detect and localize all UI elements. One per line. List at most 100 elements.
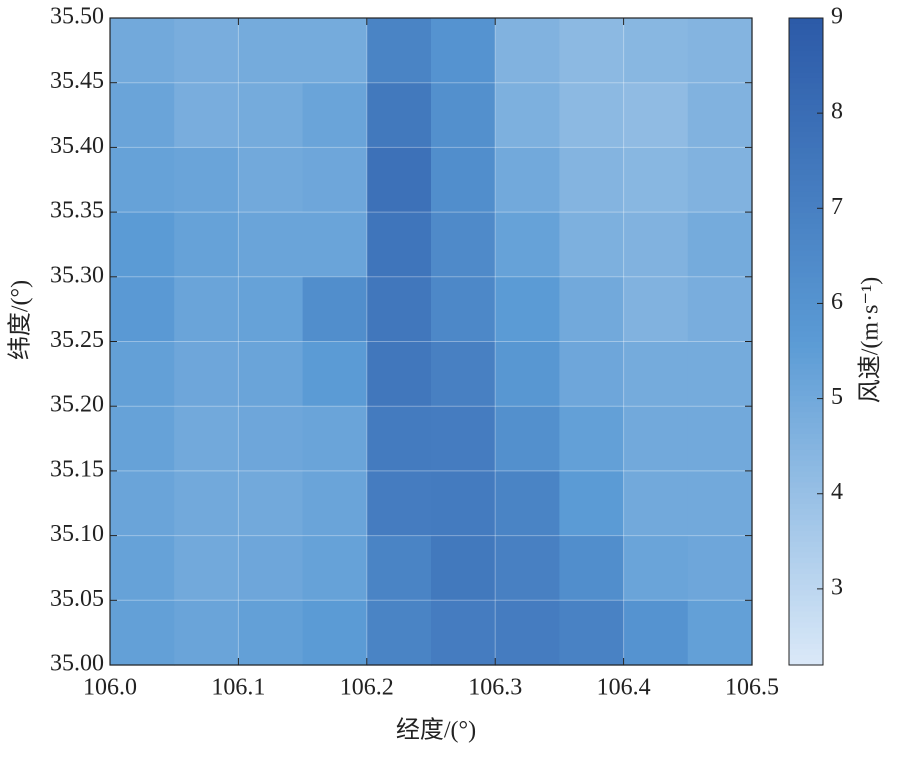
- colorbar-segment: [789, 93, 823, 100]
- heat-cell: [495, 147, 560, 213]
- colorbar-segment: [789, 50, 823, 57]
- heat-cell: [238, 406, 304, 472]
- colorbar-segment: [789, 384, 823, 391]
- heat-cell: [495, 341, 560, 407]
- colorbar-segment: [789, 578, 823, 585]
- colorbar-segment: [789, 158, 823, 165]
- colorbar-segment: [789, 427, 823, 434]
- colorbar-tick-label: 7: [831, 194, 843, 220]
- y-tick-label: 35.25: [50, 327, 104, 353]
- colorbar-segment: [789, 303, 823, 310]
- heat-cell: [110, 82, 175, 148]
- colorbar-segment: [789, 131, 823, 138]
- colorbar-segment: [789, 357, 823, 364]
- colorbar-segment: [789, 71, 823, 78]
- colorbar-segment: [789, 416, 823, 423]
- colorbar-segment: [789, 390, 823, 397]
- heat-cell: [431, 18, 496, 84]
- colorbar-segment: [789, 373, 823, 380]
- colorbar-segment: [789, 82, 823, 89]
- colorbar-segment: [789, 136, 823, 143]
- colorbar-segment: [789, 584, 823, 591]
- colorbar-segment: [789, 470, 823, 477]
- colorbar-segment: [789, 460, 823, 467]
- colorbar-segment: [789, 179, 823, 186]
- heat-cell: [174, 600, 239, 666]
- colorbar-segment: [789, 185, 823, 192]
- colorbar-segment: [789, 309, 823, 316]
- colorbar-segment: [789, 34, 823, 41]
- colorbar-segment: [789, 508, 823, 515]
- colorbar-tick-label: 9: [831, 4, 843, 30]
- colorbar-segment: [789, 487, 823, 494]
- colorbar-segment: [789, 120, 823, 127]
- heat-cell: [559, 212, 625, 278]
- colorbar-segment: [789, 206, 823, 213]
- y-tick-label: 35.20: [50, 392, 104, 418]
- heat-cell: [623, 600, 689, 666]
- heat-cell: [559, 82, 625, 148]
- colorbar-segment: [789, 125, 823, 132]
- colorbar-segment: [789, 104, 823, 111]
- colorbar-segment: [789, 341, 823, 348]
- colorbar-segment: [789, 336, 823, 343]
- heat-cell: [559, 341, 625, 407]
- colorbar-segment: [789, 530, 823, 537]
- colorbar-segment: [789, 212, 823, 219]
- heat-cell: [366, 600, 432, 666]
- colorbar-segment: [789, 255, 823, 262]
- heat-cell: [431, 82, 496, 148]
- heat-cell: [238, 276, 304, 343]
- y-tick-label: 35.05: [50, 586, 104, 612]
- heat-cell: [687, 406, 753, 472]
- heat-cell: [559, 147, 625, 213]
- colorbar-segment: [789, 98, 823, 105]
- colorbar-segment: [789, 540, 823, 547]
- heat-cell: [302, 600, 368, 666]
- colorbar-segment: [789, 346, 823, 353]
- colorbar-segment: [789, 88, 823, 95]
- heat-cell: [431, 600, 496, 666]
- heat-cell: [431, 341, 496, 407]
- heat-cell: [238, 535, 304, 601]
- heat-cell: [174, 276, 239, 343]
- colorbar-segment: [789, 600, 823, 607]
- colorbar-segment: [789, 638, 823, 645]
- colorbar-segment: [789, 422, 823, 429]
- x-tick-label: 106.1: [211, 675, 265, 701]
- heat-cell: [110, 600, 175, 666]
- colorbar-segment: [789, 66, 823, 73]
- heat-cell: [174, 18, 239, 84]
- heat-cell: [687, 470, 753, 537]
- heat-cell: [559, 18, 625, 84]
- heat-cell: [366, 470, 432, 537]
- colorbar-segment: [789, 632, 823, 639]
- heat-cell: [559, 276, 625, 343]
- heat-cell: [302, 212, 368, 278]
- colorbar-segment: [789, 368, 823, 375]
- heat-cell: [687, 600, 753, 666]
- y-tick-label: 35.35: [50, 198, 104, 224]
- colorbar-segment: [789, 228, 823, 235]
- heat-cell: [623, 341, 689, 407]
- heat-cell: [366, 276, 432, 343]
- heat-cell: [110, 18, 175, 84]
- colorbar-segment: [789, 454, 823, 461]
- colorbar-segment: [789, 244, 823, 251]
- colorbar-tick-label: 5: [831, 384, 843, 410]
- heat-cell: [302, 406, 368, 472]
- colorbar-segment: [789, 557, 823, 564]
- heat-cell: [174, 470, 239, 537]
- heat-cell: [110, 341, 175, 407]
- heat-cell: [559, 535, 625, 601]
- colorbar-segment: [789, 449, 823, 456]
- colorbar-segment: [789, 514, 823, 521]
- heat-cell: [302, 82, 368, 148]
- colorbar-segment: [789, 659, 823, 666]
- heat-cell: [110, 212, 175, 278]
- colorbar-segment: [789, 77, 823, 84]
- colorbar-segment: [789, 433, 823, 440]
- colorbar-segment: [789, 648, 823, 655]
- colorbar-segment: [789, 573, 823, 580]
